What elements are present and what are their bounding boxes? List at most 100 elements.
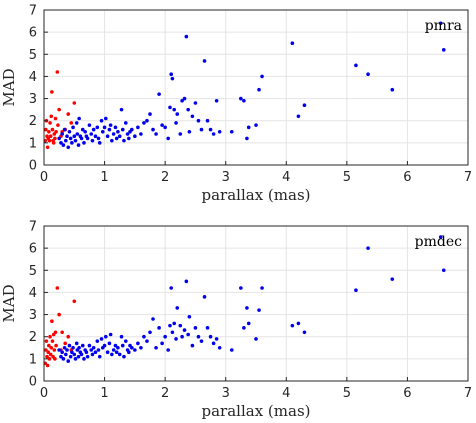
- y-tick-label: 4: [29, 286, 37, 301]
- data-point: [51, 141, 56, 145]
- data-point: [48, 134, 53, 139]
- data-point: [53, 330, 58, 335]
- data-point: [70, 350, 74, 355]
- data-point: [62, 127, 67, 132]
- x-tick-label: 2: [161, 386, 169, 401]
- data-point: [97, 354, 102, 359]
- data-point: [70, 141, 74, 145]
- data-point: [102, 125, 107, 130]
- data-point: [91, 345, 96, 350]
- data-point: [139, 345, 143, 350]
- data-point: [67, 343, 72, 348]
- data-point: [254, 337, 258, 341]
- data-point: [354, 288, 358, 293]
- data-point: [136, 125, 140, 130]
- data-point: [95, 339, 100, 343]
- data-point: [64, 138, 68, 143]
- data-point: [53, 136, 57, 141]
- data-point: [105, 134, 110, 139]
- data-point: [44, 348, 48, 352]
- data-point: [157, 92, 161, 96]
- data-point: [50, 319, 54, 324]
- data-point: [145, 339, 149, 343]
- y-tick-label: 3: [29, 308, 37, 323]
- data-point: [46, 350, 51, 355]
- data-point: [113, 125, 118, 130]
- data-point: [84, 350, 89, 355]
- y-axis-label: MAD: [0, 284, 18, 322]
- data-point: [59, 354, 63, 359]
- y-tick-label: 6: [29, 26, 37, 41]
- data-point: [441, 268, 446, 273]
- data-point: [239, 286, 243, 290]
- data-point: [79, 352, 84, 357]
- data-point: [169, 72, 173, 77]
- data-point: [63, 341, 67, 346]
- x-tick-label: 4: [282, 386, 290, 401]
- data-point: [302, 330, 307, 335]
- data-point: [66, 359, 71, 363]
- data-point: [77, 345, 81, 350]
- data-point: [66, 334, 71, 339]
- data-point: [163, 334, 167, 339]
- data-point: [72, 352, 77, 357]
- data-point: [61, 357, 66, 361]
- data-point: [48, 334, 52, 339]
- data-point: [148, 330, 152, 335]
- data-point: [166, 136, 170, 141]
- data-point: [73, 138, 78, 143]
- data-point: [72, 101, 77, 105]
- data-point: [103, 116, 108, 121]
- data-point: [175, 112, 180, 116]
- x-tick-label: 6: [403, 386, 411, 401]
- data-point: [180, 98, 184, 103]
- data-point: [59, 141, 63, 145]
- data-point: [53, 357, 57, 361]
- data-point: [65, 348, 69, 352]
- data-point: [91, 127, 96, 132]
- data-point: [93, 350, 98, 355]
- data-point: [100, 129, 105, 134]
- data-point: [44, 127, 48, 132]
- x-axis-label: parallax (mas): [202, 402, 311, 420]
- x-tick-label: 5: [343, 386, 351, 401]
- data-point: [157, 326, 161, 330]
- data-point: [257, 308, 261, 312]
- data-point: [66, 145, 71, 150]
- data-point: [254, 123, 258, 127]
- data-point: [48, 352, 53, 357]
- data-point: [49, 114, 54, 119]
- data-point: [53, 116, 58, 121]
- data-point: [90, 352, 95, 357]
- data-point: [196, 334, 201, 339]
- data-point: [246, 321, 251, 326]
- data-point: [239, 96, 243, 101]
- data-point: [74, 121, 79, 125]
- data-point: [168, 105, 172, 110]
- data-point: [119, 334, 124, 339]
- data-point: [49, 345, 54, 350]
- data-point: [154, 132, 158, 136]
- data-point: [205, 118, 210, 123]
- data-point: [190, 114, 195, 119]
- data-point: [60, 330, 64, 335]
- data-point: [57, 136, 61, 141]
- data-point: [47, 357, 52, 361]
- data-point: [302, 103, 307, 108]
- data-point: [95, 125, 100, 130]
- data-point: [438, 21, 443, 26]
- data-point: [142, 334, 146, 339]
- data-point: [125, 132, 130, 136]
- x-tick-label: 7: [464, 386, 472, 401]
- data-point: [127, 350, 131, 355]
- data-point: [68, 136, 73, 141]
- data-point: [54, 129, 58, 134]
- data-point: [83, 129, 87, 134]
- data-point: [366, 246, 370, 250]
- data-point: [48, 121, 52, 125]
- data-point: [229, 129, 234, 134]
- data-point: [186, 107, 190, 112]
- data-point: [193, 326, 198, 330]
- data-point: [151, 317, 155, 321]
- data-point: [50, 90, 54, 94]
